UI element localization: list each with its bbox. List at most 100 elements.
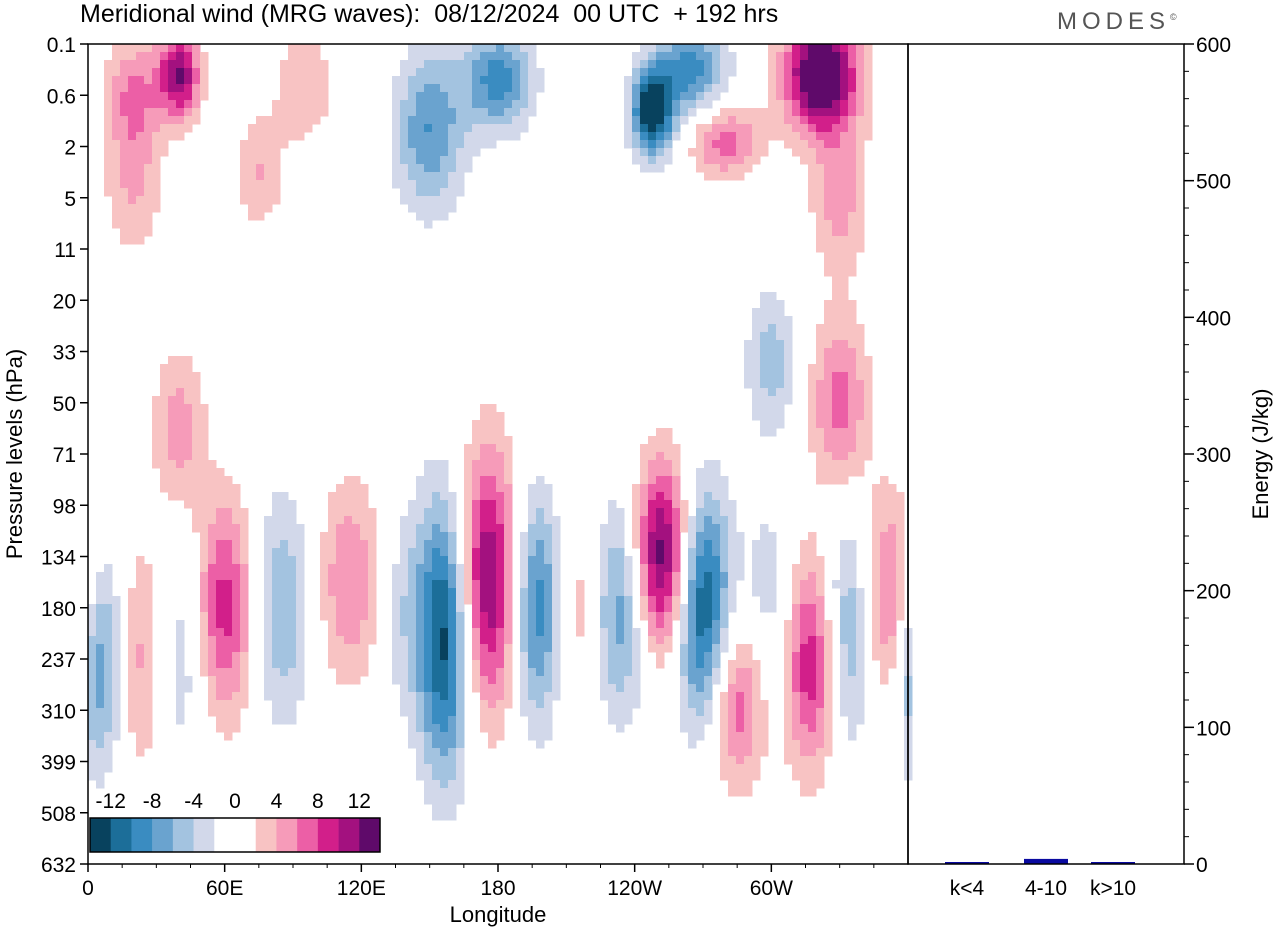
- heatmap-cell: [800, 588, 809, 597]
- heatmap-cell: [144, 732, 153, 741]
- heatmap-cell: [664, 116, 673, 125]
- heatmap-cell: [400, 612, 409, 621]
- heatmap-cell: [712, 564, 721, 573]
- heatmap-cell: [800, 676, 809, 685]
- heatmap-cell: [520, 116, 529, 125]
- heatmap-cell: [440, 148, 449, 157]
- heatmap-cell: [840, 604, 849, 613]
- heatmap-cell: [416, 564, 425, 573]
- heatmap-cell: [488, 692, 497, 701]
- heatmap-cell: [496, 716, 505, 725]
- heatmap-cell: [224, 716, 233, 725]
- heatmap-cell: [448, 188, 457, 197]
- heatmap-cell: [704, 596, 713, 605]
- heatmap-cell: [128, 92, 137, 101]
- heatmap-cell: [168, 60, 177, 69]
- heatmap-cell: [752, 332, 761, 341]
- heatmap-cell: [680, 516, 689, 525]
- heatmap-cell: [272, 644, 281, 653]
- heatmap-cell: [112, 68, 121, 77]
- heatmap-cell: [312, 84, 321, 93]
- heatmap-cell: [736, 724, 745, 733]
- heatmap-cell: [480, 444, 489, 453]
- heatmap-cell: [448, 500, 457, 509]
- heatmap-cell: [424, 660, 433, 669]
- heatmap-cell: [216, 612, 225, 621]
- heatmap-cell: [792, 772, 801, 781]
- heatmap-cell: [848, 412, 857, 421]
- heatmap-cell: [480, 612, 489, 621]
- heatmap-cell: [264, 644, 273, 653]
- heatmap-cell: [744, 108, 753, 117]
- heatmap-cell: [440, 612, 449, 621]
- heatmap-cell: [432, 692, 441, 701]
- heatmap-cell: [168, 100, 177, 109]
- heatmap-cell: [752, 412, 761, 421]
- heatmap-cell: [536, 604, 545, 613]
- heatmap-cell: [216, 660, 225, 669]
- energy-tick-label: 100: [1196, 717, 1231, 740]
- heatmap-cell: [144, 740, 153, 749]
- heatmap-cell: [752, 756, 761, 765]
- heatmap-cell: [464, 492, 473, 501]
- heatmap-cell: [880, 492, 889, 501]
- heatmap-cell: [616, 652, 625, 661]
- heatmap-cell: [552, 540, 561, 549]
- heatmap-cell: [864, 124, 873, 133]
- heatmap-cell: [632, 92, 641, 101]
- heatmap-cell: [488, 724, 497, 733]
- heatmap-cell: [808, 556, 817, 565]
- heatmap-cell: [896, 556, 905, 565]
- heatmap-cell: [176, 60, 185, 69]
- heatmap-cell: [480, 100, 489, 109]
- heatmap-cell: [112, 652, 121, 661]
- heatmap-cell: [712, 612, 721, 621]
- heatmap-cell: [632, 652, 641, 661]
- colorbar-swatch: [214, 818, 236, 852]
- heatmap-cell: [192, 412, 201, 421]
- heatmap-cell: [712, 644, 721, 653]
- heatmap-cell: [144, 44, 153, 53]
- heatmap-cell: [448, 100, 457, 109]
- heatmap-cell: [424, 500, 433, 509]
- heatmap-cell: [88, 652, 97, 661]
- heatmap-cell: [440, 604, 449, 613]
- heatmap-cell: [304, 116, 313, 125]
- heatmap-cell: [448, 196, 457, 205]
- heatmap-cell: [824, 244, 833, 253]
- heatmap-cell: [640, 92, 649, 101]
- heatmap-cell: [704, 516, 713, 525]
- heatmap-cell: [856, 44, 865, 53]
- heatmap-cell: [216, 596, 225, 605]
- heatmap-cell: [104, 756, 113, 765]
- heatmap-cell: [696, 684, 705, 693]
- heatmap-cell: [632, 540, 641, 549]
- heatmap-cell: [248, 148, 257, 157]
- heatmap-cell: [112, 708, 121, 717]
- heatmap-cell: [424, 564, 433, 573]
- heatmap-cell: [496, 628, 505, 637]
- heatmap-cell: [272, 596, 281, 605]
- heatmap-cell: [496, 596, 505, 605]
- heatmap-cell: [280, 84, 289, 93]
- heatmap-cell: [472, 60, 481, 69]
- heatmap-cell: [816, 740, 825, 749]
- heatmap-cell: [480, 684, 489, 693]
- heatmap-cell: [360, 620, 369, 629]
- heatmap-cell: [152, 188, 161, 197]
- heatmap-cell: [856, 172, 865, 181]
- heatmap-cell: [184, 444, 193, 453]
- heatmap-cell: [144, 132, 153, 141]
- heatmap-cell: [648, 516, 657, 525]
- heatmap-cell: [520, 588, 529, 597]
- heatmap-cell: [512, 52, 521, 61]
- heatmap-cell: [416, 612, 425, 621]
- heatmap-cell: [408, 540, 417, 549]
- heatmap-cell: [824, 116, 833, 125]
- heatmap-cell: [896, 564, 905, 573]
- heatmap-cell: [456, 564, 465, 573]
- heatmap-cell: [840, 588, 849, 597]
- heatmap-cell: [808, 388, 817, 397]
- heatmap-cell: [816, 556, 825, 565]
- heatmap-cell: [208, 572, 217, 581]
